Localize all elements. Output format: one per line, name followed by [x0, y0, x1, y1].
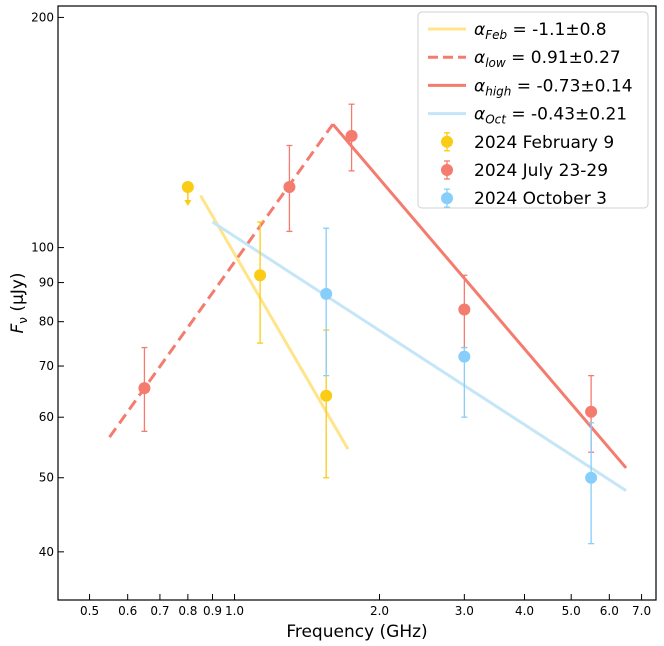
x-tick-label-6: 2.0 — [370, 604, 389, 618]
y-tick-label-3: 70 — [39, 359, 54, 373]
y-tick-label-4: 80 — [39, 315, 54, 329]
legend-marker — [441, 164, 453, 176]
x-tick-label-2: 0.7 — [150, 604, 169, 618]
y-tick-label-2: 60 — [39, 410, 54, 424]
data-marker — [345, 129, 358, 142]
legend-subscript: low — [485, 56, 506, 70]
x-tick-label-3: 0.8 — [178, 604, 197, 618]
data-marker — [585, 471, 598, 484]
fit-line-1 — [108, 123, 335, 439]
legend-symbol: α — [474, 48, 485, 68]
data-marker — [585, 405, 598, 418]
legend-label: 2024 February 9 — [474, 133, 614, 153]
plot-frame — [57, 5, 657, 601]
legend-entry-5: 2024 July 23-29 — [441, 160, 608, 181]
legend-marker — [441, 192, 453, 205]
x-tick-label-9: 5.0 — [562, 604, 581, 618]
data-marker — [458, 350, 471, 363]
y-tick-label-5: 90 — [39, 276, 54, 290]
data-marker — [181, 181, 194, 194]
data-point-2-1 — [458, 346, 471, 418]
legend-label: 2024 October 3 — [474, 189, 607, 209]
legend-value: = -0.43±0.21 — [506, 105, 627, 125]
x-tick-label-11: 7.0 — [632, 604, 651, 618]
legend-symbol: α — [474, 20, 485, 40]
y-tick-label-0: 40 — [39, 545, 54, 559]
data-marker — [138, 382, 151, 395]
x-axis-label: Frequency (GHz) — [286, 622, 427, 642]
data-point-0-1 — [254, 221, 267, 344]
x-tick-label-8: 4.0 — [515, 604, 534, 618]
y-axis-label-symbol: F — [8, 324, 28, 334]
legend-value: = 0.91±0.27 — [506, 48, 621, 68]
axes: 0.5 0.6 0.7 0.8 0.9 1.0 2.0 3.0 4.0 5.0 6.0 7.0 40 50… — [31, 10, 651, 618]
legend-label: αlow = 0.91±0.27 — [474, 48, 621, 70]
upper-limit-arrow-icon — [184, 200, 192, 207]
legend-subscript: high — [485, 84, 511, 98]
legend-entry-6: 2024 October 3 — [441, 188, 607, 209]
data-point-2-2 — [585, 422, 598, 545]
legend-value: = -0.73±0.14 — [511, 76, 632, 96]
data-point-1-0 — [138, 346, 151, 432]
legend-box — [417, 11, 649, 209]
data-marker — [254, 269, 267, 282]
x-tick-label-10: 6.0 — [600, 604, 619, 618]
data-point-0-0 — [181, 181, 194, 207]
legend-label: αOct = -0.43±0.21 — [474, 105, 627, 127]
legend-label: 2024 July 23-29 — [474, 161, 608, 181]
y-axis-label-unit: (μJy) — [8, 272, 28, 317]
x-tick-label-1: 0.6 — [118, 604, 137, 618]
legend-subscript: Feb — [485, 28, 507, 42]
legend-subscript: Oct — [485, 113, 507, 127]
legend-entry-4: 2024 February 9 — [441, 132, 614, 153]
legend-entry-1: αlow = 0.91±0.27 — [428, 48, 621, 70]
x-tick-label-5: 1.0 — [225, 604, 244, 618]
y-tick-label-7: 200 — [31, 10, 54, 24]
data-point-1-1 — [283, 144, 296, 233]
plot-content — [108, 103, 628, 545]
legend-symbol: α — [474, 105, 485, 125]
data-point-1-3 — [458, 274, 471, 349]
data-marker — [320, 287, 333, 300]
legend-entry-0: αFeb = -1.1±0.8 — [428, 20, 607, 42]
x-tick-label-4: 0.9 — [203, 604, 222, 618]
data-marker — [458, 303, 471, 316]
fit-line-0 — [199, 194, 350, 450]
x-tick-label-0: 0.5 — [80, 604, 99, 618]
legend-label: αFeb = -1.1±0.8 — [474, 20, 607, 42]
y-tick-label-6: 100 — [31, 241, 54, 255]
fit-line-2 — [331, 123, 628, 469]
y-axis-label: Fν (μJy) — [8, 272, 30, 333]
y-tick-label-1: 50 — [39, 471, 54, 485]
legend-entry-3: αOct = -0.43±0.21 — [428, 105, 627, 127]
legend-label: αhigh = -0.73±0.14 — [474, 76, 633, 98]
fit-line-3 — [211, 220, 627, 492]
x-tick-label-7: 3.0 — [455, 604, 474, 618]
legend-entry-2: αhigh = -0.73±0.14 — [428, 76, 633, 98]
legend-symbol: α — [474, 76, 485, 96]
data-point-1-2 — [345, 103, 358, 172]
data-marker — [320, 389, 333, 402]
data-marker — [283, 181, 296, 194]
y-axis-label-sub: ν — [16, 317, 30, 324]
legend-marker — [441, 135, 453, 148]
data-point-2-0 — [320, 227, 333, 377]
legend-value: = -1.1±0.8 — [507, 20, 607, 40]
